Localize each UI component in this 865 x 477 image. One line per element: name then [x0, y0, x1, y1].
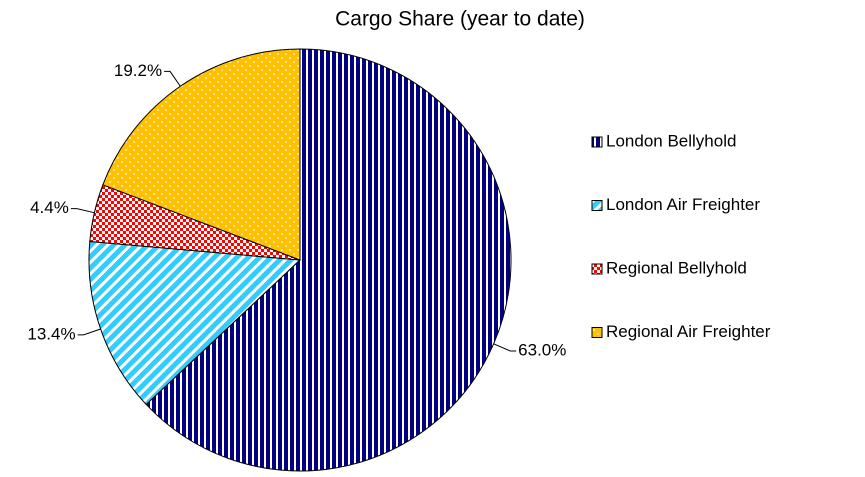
- leader-line: [77, 328, 101, 336]
- legend-marker: [591, 327, 603, 338]
- legend-label: Regional Bellyhold: [606, 258, 747, 277]
- data-label: 63.0%: [518, 340, 566, 359]
- legend-label: Regional Air Freighter: [606, 322, 771, 341]
- legend-marker: [591, 200, 603, 211]
- leader-line: [493, 343, 517, 352]
- data-label: 19.2%: [114, 61, 162, 80]
- leader-line: [164, 70, 181, 87]
- data-label: 13.4%: [27, 324, 75, 343]
- data-label: 4.4%: [30, 198, 69, 217]
- legend-marker: [591, 263, 603, 275]
- leader-line: [70, 208, 95, 214]
- legend-label: London Bellyhold: [606, 131, 736, 150]
- legend-label: London Air Freighter: [606, 195, 760, 214]
- chart-title: Cargo Share (year to date): [335, 8, 585, 31]
- legend-marker: [591, 136, 603, 148]
- pie-slice: [145, 48, 512, 472]
- pie-slice: [88, 240, 302, 406]
- pie-slice: [102, 48, 301, 261]
